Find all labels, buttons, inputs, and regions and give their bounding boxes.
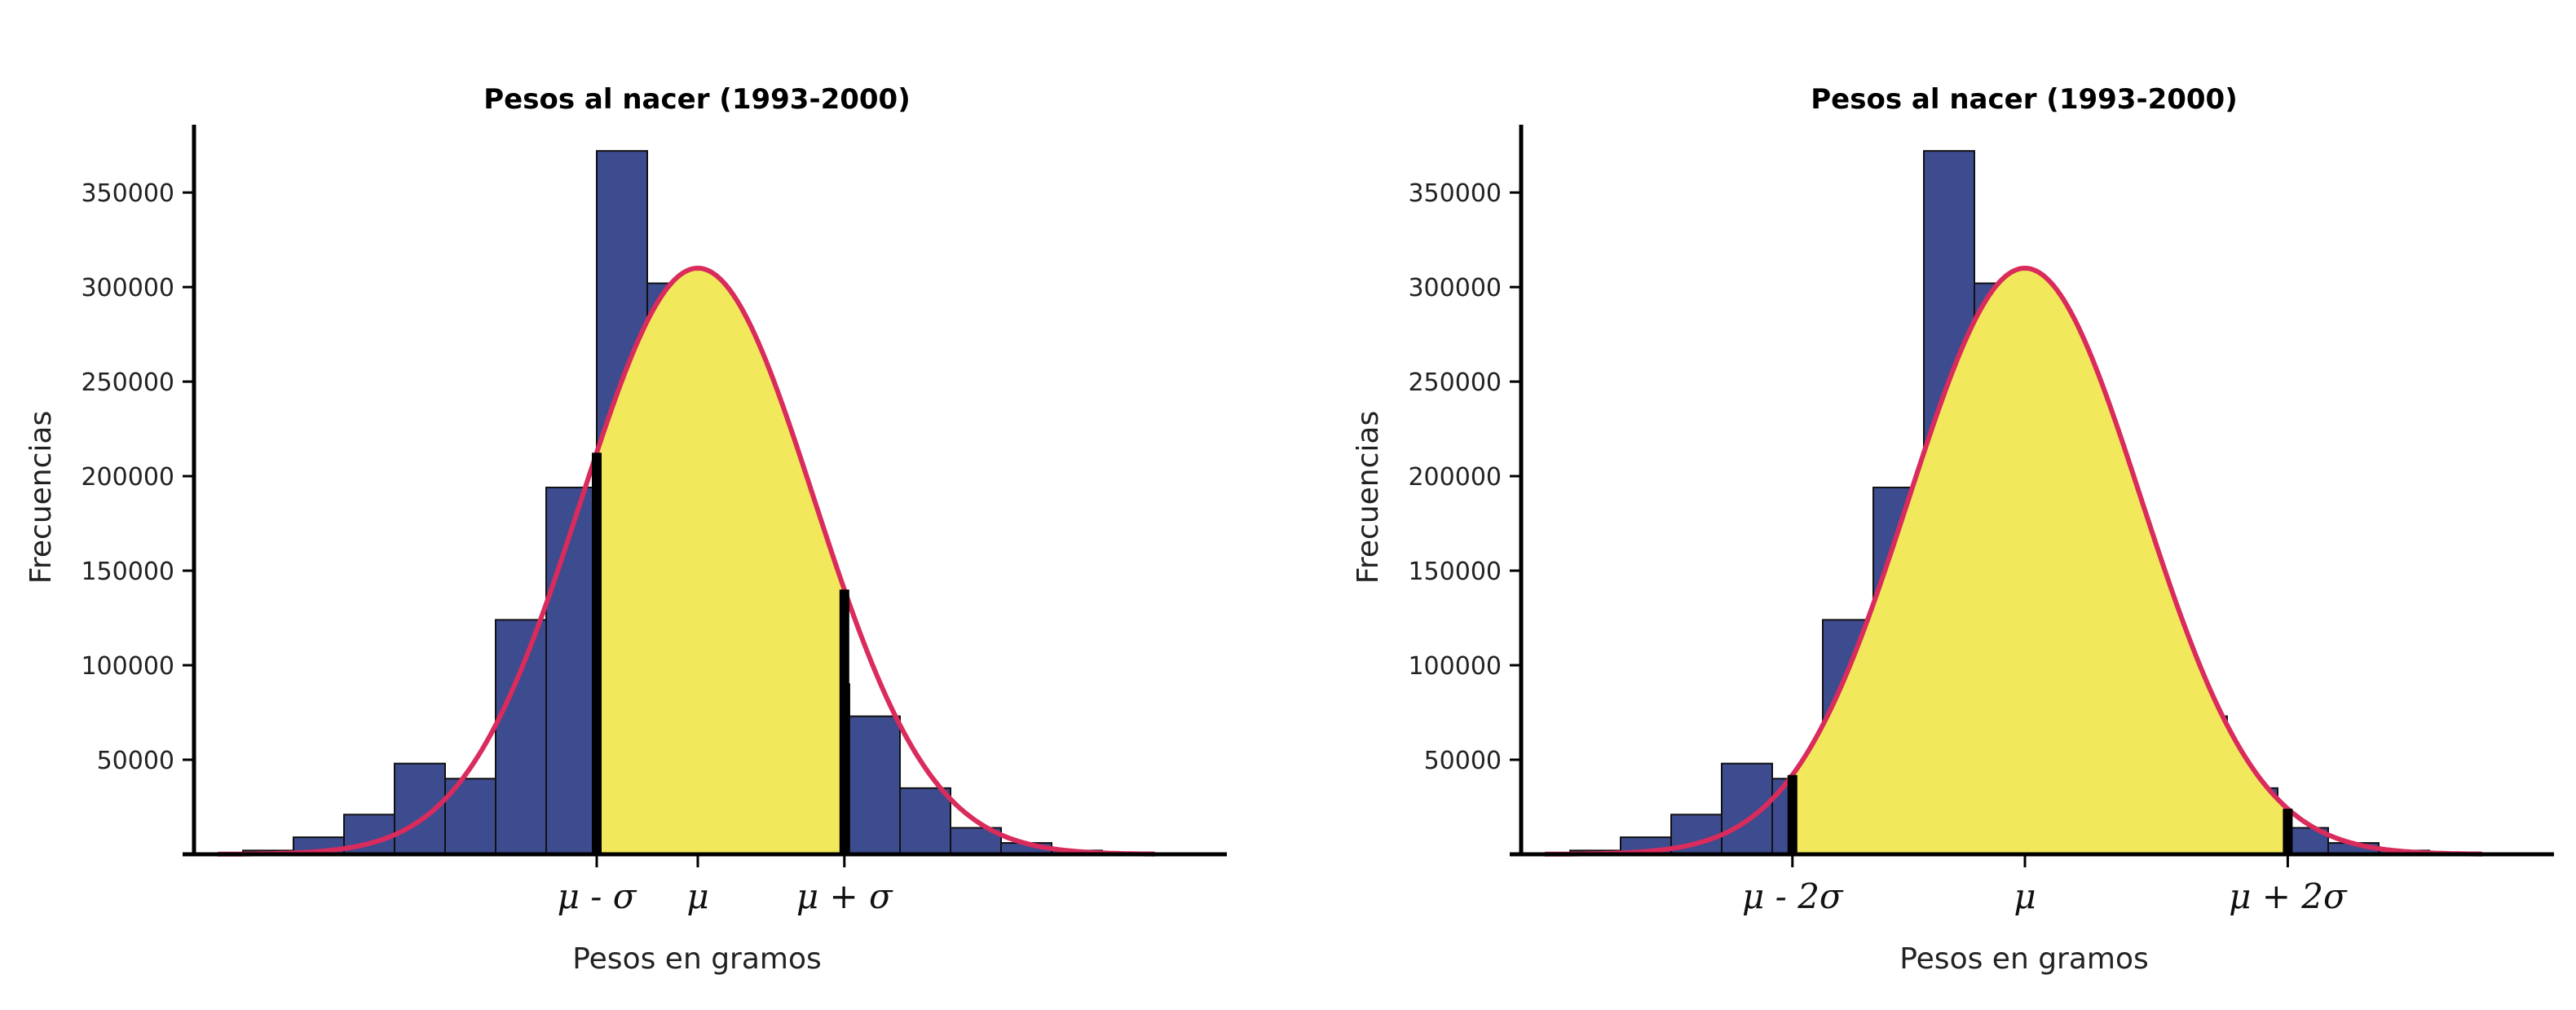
y-tick-label: 100000 — [1408, 652, 1502, 681]
y-axis-label: Frecuencias — [24, 411, 58, 584]
y-tick-label: 100000 — [81, 652, 174, 681]
y-axis-label: Frecuencias — [1352, 411, 1385, 584]
histogram-bar — [495, 619, 547, 855]
normal-curve-line — [1544, 266, 2483, 857]
shaded-area — [1792, 268, 2288, 854]
chart-left-svg: 50000 100000 150000 200000 250000 300000 35000… — [24, 83, 1227, 976]
chart-title: Pesos al nacer (1993-2000) — [1811, 83, 2238, 116]
histogram-bar — [1670, 814, 1722, 855]
chart-right-svg: 50000 100000 150000 200000 250000 300000 35000… — [1352, 83, 2554, 976]
y-tick-label: 150000 — [1408, 558, 1502, 586]
x-marker-label: μ — [2014, 876, 2036, 916]
y-tick-label: 200000 — [1408, 463, 1502, 492]
x-markers: μ - 2σ μ μ + 2σ — [1742, 876, 2348, 916]
y-tick-label: 350000 — [1408, 179, 1502, 208]
y-tick-label: 50000 — [97, 747, 174, 775]
y-tick-label: 250000 — [1408, 368, 1502, 397]
x-markers: μ - σ μ μ + σ — [558, 876, 893, 916]
histogram-bar — [849, 715, 901, 855]
y-tick-labels: 50000 100000 150000 200000 250000 300000 35000… — [81, 179, 174, 775]
x-marker-label: μ + σ — [796, 876, 893, 916]
shaded-area — [597, 268, 845, 854]
histogram-bar — [899, 787, 951, 855]
y-tick-label: 350000 — [81, 179, 174, 208]
x-marker-label: μ + 2σ — [2229, 876, 2348, 916]
y-tick-label: 50000 — [1424, 747, 1502, 775]
shaded-region — [1792, 268, 2288, 854]
x-marker-label: μ - 2σ — [1742, 876, 1844, 916]
x-marker-label: μ — [686, 876, 708, 916]
axes — [183, 125, 1227, 867]
normal-curve — [217, 266, 1156, 857]
sigma-lines — [1787, 774, 2293, 854]
x-axis-label: Pesos en gramos — [1899, 942, 2149, 976]
y-tick-labels: 50000 100000 150000 200000 250000 300000 35000… — [1408, 179, 1502, 775]
y-tick-label: 300000 — [1408, 274, 1502, 302]
y-tick-label: 200000 — [81, 463, 174, 492]
y-tick-label: 300000 — [81, 274, 174, 302]
shaded-region — [597, 268, 845, 854]
x-marker-label: μ - σ — [558, 876, 637, 916]
chart-left: 50000 100000 150000 200000 250000 300000 35000… — [24, 83, 1227, 976]
axes — [1510, 125, 2554, 867]
sigma-lines — [592, 452, 849, 854]
normal-curve-line — [217, 266, 1156, 857]
x-axis-label: Pesos en gramos — [572, 942, 822, 976]
chart-right: 50000 100000 150000 200000 250000 300000 35000… — [1327, 0, 2576, 1010]
chart-title: Pesos al nacer (1993-2000) — [483, 83, 911, 116]
y-tick-label: 150000 — [81, 558, 174, 586]
normal-curve — [1544, 266, 2483, 857]
histogram-bar — [545, 487, 598, 855]
y-tick-label: 250000 — [81, 368, 174, 397]
